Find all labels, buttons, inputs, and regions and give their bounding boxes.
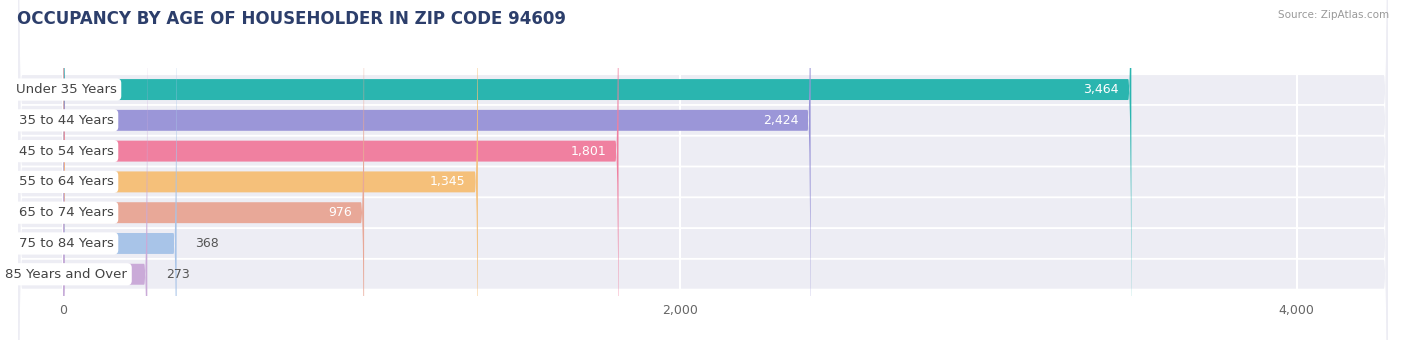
FancyBboxPatch shape xyxy=(63,0,478,340)
Text: OCCUPANCY BY AGE OF HOUSEHOLDER IN ZIP CODE 94609: OCCUPANCY BY AGE OF HOUSEHOLDER IN ZIP C… xyxy=(17,10,565,28)
Text: 2,424: 2,424 xyxy=(763,114,799,127)
FancyBboxPatch shape xyxy=(63,0,148,340)
FancyBboxPatch shape xyxy=(63,0,811,340)
Text: 85 Years and Over: 85 Years and Over xyxy=(6,268,127,281)
Text: 1,801: 1,801 xyxy=(571,144,606,158)
Text: 35 to 44 Years: 35 to 44 Years xyxy=(18,114,114,127)
Text: 55 to 64 Years: 55 to 64 Years xyxy=(18,175,114,188)
Text: 3,464: 3,464 xyxy=(1084,83,1119,96)
Text: Under 35 Years: Under 35 Years xyxy=(15,83,117,96)
Text: 273: 273 xyxy=(166,268,190,281)
Text: 65 to 74 Years: 65 to 74 Years xyxy=(18,206,114,219)
Text: 1,345: 1,345 xyxy=(430,175,465,188)
FancyBboxPatch shape xyxy=(18,0,1388,340)
FancyBboxPatch shape xyxy=(18,0,1388,340)
FancyBboxPatch shape xyxy=(63,0,177,340)
FancyBboxPatch shape xyxy=(63,0,364,340)
FancyBboxPatch shape xyxy=(18,0,1388,340)
Text: 976: 976 xyxy=(328,206,352,219)
FancyBboxPatch shape xyxy=(18,0,1388,340)
FancyBboxPatch shape xyxy=(18,0,1388,340)
FancyBboxPatch shape xyxy=(63,0,1132,340)
Text: 368: 368 xyxy=(195,237,219,250)
Text: Source: ZipAtlas.com: Source: ZipAtlas.com xyxy=(1278,10,1389,20)
Text: 75 to 84 Years: 75 to 84 Years xyxy=(18,237,114,250)
FancyBboxPatch shape xyxy=(18,0,1388,340)
Text: 45 to 54 Years: 45 to 54 Years xyxy=(18,144,114,158)
FancyBboxPatch shape xyxy=(18,0,1388,340)
FancyBboxPatch shape xyxy=(63,0,619,340)
